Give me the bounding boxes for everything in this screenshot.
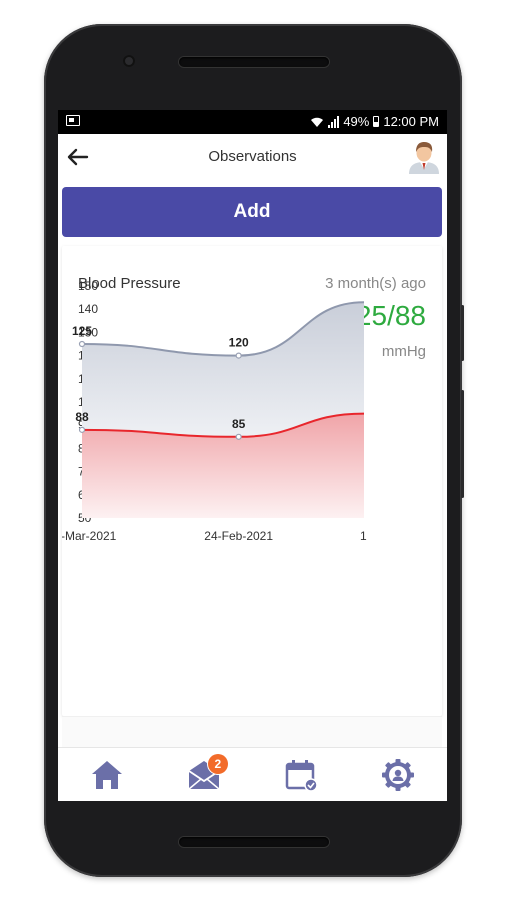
calendar-check-icon bbox=[285, 760, 318, 792]
data-label: 85 bbox=[232, 417, 246, 431]
x-tick-label: 1 bbox=[360, 529, 367, 543]
power-button bbox=[461, 305, 464, 361]
observation-unit: mmHg bbox=[381, 343, 426, 360]
front-camera bbox=[123, 55, 135, 67]
notification-image-icon bbox=[66, 115, 80, 126]
data-point bbox=[78, 340, 86, 348]
data-point bbox=[235, 352, 242, 359]
x-tick-label: 02-Mar-2021 bbox=[62, 529, 117, 543]
data-label: 88 bbox=[75, 410, 89, 424]
gear-icon bbox=[382, 759, 415, 791]
data-point bbox=[78, 426, 86, 433]
nav-home[interactable] bbox=[82, 753, 132, 797]
bottom-speaker bbox=[179, 837, 329, 847]
data-label: 120 bbox=[229, 336, 249, 350]
home-icon bbox=[91, 761, 122, 789]
signal-icon bbox=[328, 115, 340, 128]
app-screen: 49% 12:00 PM Observations Add Blood Pres… bbox=[58, 110, 447, 801]
nav-calendar[interactable] bbox=[276, 753, 326, 797]
y-tick-label: 150 bbox=[78, 279, 98, 293]
y-tick-label: 140 bbox=[78, 302, 98, 316]
user-avatar-icon[interactable] bbox=[407, 138, 441, 174]
observation-name: Blood Pressure bbox=[78, 275, 181, 292]
arrow-left-icon[interactable] bbox=[64, 143, 92, 171]
top-speaker bbox=[179, 57, 329, 67]
messages-badge: 2 bbox=[207, 754, 228, 774]
blood-pressure-chart: 1501401301201101009080706050 02-Mar-2021… bbox=[62, 279, 367, 543]
bottom-nav: 2 bbox=[58, 747, 447, 801]
observation-card[interactable]: Blood Pressure 3 month(s) ago 125/88 mmH… bbox=[62, 246, 442, 716]
app-bar: Observations bbox=[58, 134, 447, 184]
nav-messages[interactable]: 2 bbox=[179, 753, 229, 797]
data-point bbox=[235, 433, 242, 440]
next-card bbox=[62, 716, 442, 747]
battery-percent: 49% bbox=[343, 114, 370, 129]
nav-settings[interactable] bbox=[373, 753, 423, 797]
diastolic-area bbox=[82, 413, 364, 518]
status-bar: 49% 12:00 PM bbox=[58, 110, 447, 134]
x-tick-label: 24-Feb-2021 bbox=[204, 529, 273, 543]
status-time: 12:00 PM bbox=[383, 114, 439, 129]
systolic-area bbox=[82, 302, 364, 437]
page-title: Observations bbox=[208, 148, 297, 165]
wifi-icon bbox=[311, 117, 324, 127]
data-label: 125 bbox=[72, 324, 92, 338]
y-tick-label: 130 bbox=[78, 325, 98, 339]
add-button[interactable]: Add bbox=[62, 187, 442, 237]
volume-button bbox=[461, 390, 464, 498]
battery-icon bbox=[373, 116, 380, 127]
observation-time-ago: 3 month(s) ago bbox=[325, 275, 426, 292]
